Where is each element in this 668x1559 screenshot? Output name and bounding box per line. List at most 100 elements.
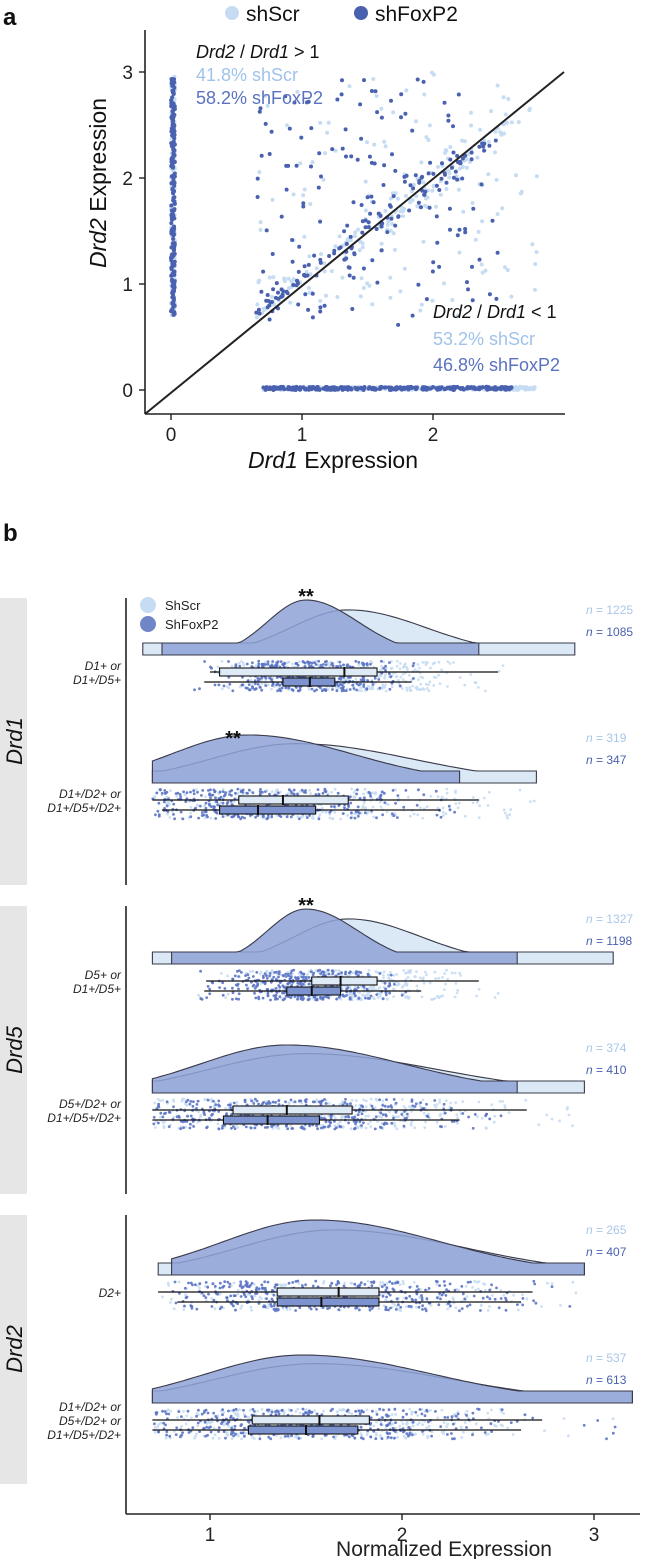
rain-dot-shfoxp2 [207,1292,210,1296]
scatter-point-shfoxp2 [393,168,398,173]
scatter-point-shscr [534,250,539,255]
rain-dot-shfoxp2 [342,663,345,667]
rain-dot-shfoxp2 [190,1304,194,1308]
rain-dot-shscr [483,796,486,800]
scatter-point-shscr [430,298,435,303]
rain-dot-shfoxp2 [319,996,322,1000]
scatter-point-shfoxp2 [171,92,176,96]
rain-dot-shscr [288,1307,292,1311]
rain-dot-shfoxp2 [317,659,321,663]
rain-dot-shscr [341,1100,344,1103]
rain-dot-shscr [418,666,421,670]
rain-dot-shfoxp2 [335,997,338,1001]
rain-dot-shfoxp2 [270,1289,274,1292]
rain-dot-shscr [454,791,457,794]
rain-dot-shfoxp2 [233,974,237,978]
rain-dot-shscr [334,1116,337,1120]
rain-dot-shfoxp2 [394,801,397,805]
rain-dot-shfoxp2 [236,984,239,987]
n-label-shfoxp2: n = 1198 [586,934,632,948]
rain-dot-shfoxp2 [328,810,332,814]
scatter-point-shfoxp2 [325,387,330,392]
scatter-point-shfoxp2 [259,153,264,158]
rain-dot-shfoxp2 [300,975,304,979]
rain-dot-shfoxp2 [300,1284,304,1287]
rain-dot-shfoxp2 [388,661,391,664]
scatter-point-shscr [398,289,403,294]
rain-dot-shfoxp2 [369,794,372,798]
rain-dot-shscr [455,1113,459,1117]
x-tick-label-0: 0 [166,425,177,446]
scatter-point-shscr [265,103,270,108]
rain-dot-shfoxp2 [466,1280,470,1284]
rain-dot-shscr [426,661,429,664]
rain-dot-shscr [428,680,432,684]
rain-dot-shscr [379,674,383,678]
scatter-point-shfoxp2 [295,279,300,284]
rain-dot-shfoxp2 [284,1100,287,1104]
rain-dot-shscr [279,790,282,794]
scatter-point-shfoxp2 [171,237,176,241]
rain-dot-shfoxp2 [286,1127,290,1131]
scatter-point-shfoxp2 [171,151,176,156]
scatter-point-shscr [400,214,405,219]
rain-dot-shfoxp2 [270,1297,274,1301]
rain-dot-shscr [408,1105,411,1108]
rain-dot-shscr [355,1099,358,1102]
rain-dot-shfoxp2 [198,804,202,808]
rain-dot-shscr [418,976,422,980]
rain-dot-shfoxp2 [253,1126,257,1130]
rain-dot-shfoxp2 [359,1281,363,1284]
n-label-shfoxp2-value: = 1085 [593,625,634,639]
rain-dot-shfoxp2 [400,993,404,997]
scatter-point-shscr [464,157,469,162]
rain-dot-shscr [436,806,440,810]
rain-dot-shscr [465,1295,469,1298]
rain-dot-shfoxp2 [349,801,353,805]
rain-dot-shscr [230,664,234,668]
scatter-point-shfoxp2 [316,185,321,190]
scatter-point-shscr [302,234,307,239]
scatter-point-shfoxp2 [367,385,372,390]
scatter-point-shfoxp2 [309,387,314,392]
rain-dot-shscr [417,678,420,681]
rain-dot-shfoxp2 [488,1117,492,1121]
rain-dot-shscr [499,1289,503,1292]
rain-dot-shfoxp2 [397,1303,400,1307]
scatter-point-shscr [340,275,345,280]
rain-dot-shfoxp2 [374,1115,378,1119]
scatter-point-shscr [476,229,481,234]
scatter-point-shscr [438,192,443,197]
rain-dot-shscr [226,992,230,996]
rain-dot-shscr [216,1122,220,1126]
rain-dot-shfoxp2 [257,662,261,666]
rain-dot-shscr [336,1122,340,1126]
scatter-point-shfoxp2 [255,176,260,181]
scatter-point-shfoxp2 [430,269,435,274]
rain-dot-shscr [456,1122,459,1125]
rain-dot-shscr [340,1114,344,1118]
scatter-point-shfoxp2 [439,176,444,181]
scatter-point-shfoxp2 [490,386,495,391]
rain-dot-shfoxp2 [339,677,343,681]
scatter-point-shscr [461,209,466,214]
scatter-point-shfoxp2 [344,154,348,159]
rain-dot-shscr [408,686,412,690]
rain-dot-shscr [167,800,171,804]
scatter-point-shfoxp2 [487,292,492,297]
scatter-point-shscr [322,261,327,266]
scatter-point-shscr [504,120,509,125]
rain-dot-shscr [399,675,403,679]
rain-dot-shfoxp2 [314,1279,318,1283]
scatter-point-shfoxp2 [306,307,311,312]
rain-dot-shfoxp2 [304,1283,307,1287]
rain-dot-shfoxp2 [189,790,192,794]
rain-dot-shscr [525,1297,529,1301]
scatter-point-shscr [505,268,510,272]
scatter-point-shscr [388,275,393,280]
rain-dot-shscr [440,795,444,799]
scatter-point-shfoxp2 [399,92,404,97]
rain-dot-shfoxp2 [329,1284,332,1288]
x-tick-label-b-2: 2 [397,1525,408,1546]
rain-dot-shfoxp2 [212,805,216,809]
